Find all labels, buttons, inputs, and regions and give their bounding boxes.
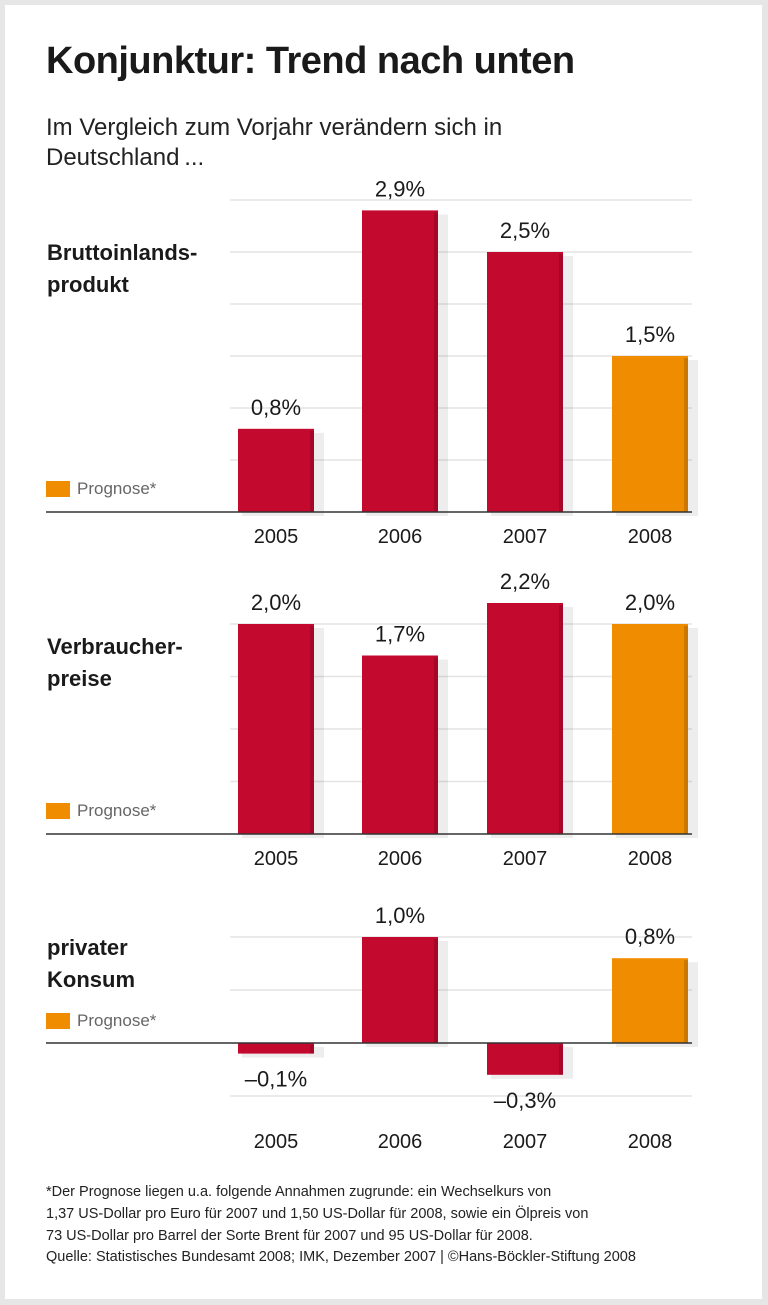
category-label: 2008 <box>628 526 673 548</box>
panel-label-line: Konsum <box>47 967 135 992</box>
bar-2005 <box>238 624 314 834</box>
legend-swatch <box>46 481 70 497</box>
bar-side <box>559 1045 563 1075</box>
bar-side <box>434 657 438 834</box>
footnote-line: 73 US-Dollar pro Barrel der Sorte Brent … <box>46 1228 533 1244</box>
bar-2007 <box>487 252 563 512</box>
category-label: 2006 <box>378 1131 423 1153</box>
category-label: 2005 <box>254 848 299 870</box>
source-line: Quelle: Statistisches Bundesamt 2008; IM… <box>46 1249 636 1265</box>
category-label: 2006 <box>378 526 423 548</box>
bar-2006 <box>362 210 438 512</box>
category-label: 2007 <box>503 526 548 548</box>
legend-forecast: Prognose* <box>46 479 156 499</box>
bar-side <box>559 254 563 512</box>
bar-side <box>434 939 438 1043</box>
category-label: 2007 <box>503 1131 548 1153</box>
bar-2005 <box>238 428 314 512</box>
value-label: 2,2% <box>500 569 550 594</box>
panel-label-line: produkt <box>47 272 129 297</box>
panel-label-gdp: Bruttoinlands- produkt <box>47 237 197 301</box>
value-label: 2,9% <box>375 176 425 201</box>
category-label: 2007 <box>503 848 548 870</box>
value-label: –0,1% <box>245 1067 307 1092</box>
panel-label-line: Bruttoinlands- <box>47 240 198 265</box>
value-label: 2,0% <box>625 590 675 615</box>
legend-label: Prognose* <box>77 479 157 498</box>
bar-side <box>559 605 563 834</box>
bar-2008 <box>612 624 688 834</box>
value-label: 2,0% <box>251 590 301 615</box>
legend-swatch <box>46 803 70 819</box>
subtitle-line-1: Im Vergleich zum Vorjahr verändern sich … <box>46 114 503 141</box>
bar-2008 <box>612 356 688 512</box>
value-label: 1,7% <box>375 622 425 647</box>
legend-label: Prognose* <box>77 801 157 820</box>
footnote-line: 1,37 US-Dollar pro Euro für 2007 und 1,5… <box>46 1206 589 1222</box>
value-label: 1,0% <box>375 903 425 928</box>
panel-label-consumption: privater Konsum <box>47 932 135 996</box>
legend-swatch <box>46 1013 70 1029</box>
bar-2007 <box>487 1043 563 1075</box>
bar-2008 <box>612 958 688 1043</box>
bar-side <box>684 626 688 834</box>
legend-label: Prognose* <box>77 1011 157 1030</box>
bar-side <box>310 1045 314 1054</box>
value-label: 2,5% <box>500 218 550 243</box>
category-label: 2005 <box>254 526 299 548</box>
legend-forecast: Prognose* <box>46 801 156 821</box>
bar-side <box>310 626 314 834</box>
panel-label-prices: Verbraucher- preise <box>47 631 183 695</box>
bar-side <box>434 212 438 512</box>
value-label: 0,8% <box>625 924 675 949</box>
value-label: 1,5% <box>625 322 675 347</box>
value-label: 0,8% <box>251 395 301 420</box>
bar-2006 <box>362 655 438 834</box>
chart-title: Konjunktur: Trend nach unten <box>46 40 575 82</box>
bar-2007 <box>487 603 563 834</box>
bar-side <box>684 960 688 1043</box>
category-label: 2008 <box>628 848 673 870</box>
category-label: 2008 <box>628 1131 673 1153</box>
footnote-line: *Der Prognose liegen u.a. folgende Annah… <box>46 1184 552 1200</box>
subtitle-line-2: Deutschland ... <box>46 144 205 171</box>
bar-2005 <box>238 1043 314 1054</box>
bar-side <box>310 430 314 512</box>
bar-side <box>684 358 688 512</box>
category-label: 2006 <box>378 848 423 870</box>
category-label: 2005 <box>254 1131 299 1153</box>
value-label: –0,3% <box>494 1088 556 1113</box>
panel-label-line: privater <box>47 935 128 960</box>
bar-2006 <box>362 937 438 1043</box>
panel-label-line: preise <box>47 666 112 691</box>
panel-label-line: Verbraucher- <box>47 634 183 659</box>
legend-forecast: Prognose* <box>46 1011 156 1031</box>
